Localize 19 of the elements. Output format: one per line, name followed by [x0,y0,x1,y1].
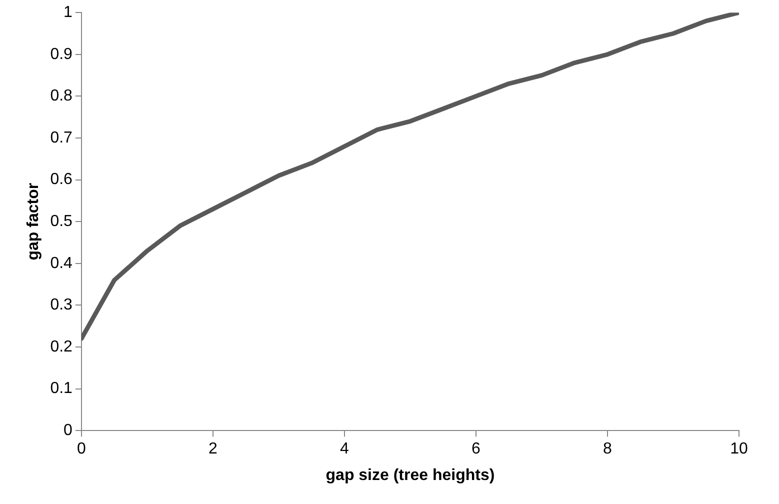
x-tick-label: 2 [208,440,218,458]
y-tick-label: 0.1 [50,380,73,398]
y-tick-label: 0.9 [50,46,73,63]
x-axis-title: gap size (tree heights) [326,466,495,484]
y-tick-label: 0.3 [50,296,73,314]
x-tick-label: 0 [76,440,86,458]
y-tick-label: 0 [64,422,73,440]
y-tick-label: 0.5 [50,213,73,230]
y-tick-label: 0.2 [50,338,73,356]
x-tick-label: 6 [472,440,481,458]
y-tick-label: 0.6 [50,171,73,188]
y-tick-label: 1 [64,4,73,22]
y-tick-label: 0.8 [50,88,73,105]
y-tick-label: 0.7 [50,129,73,146]
x-tick-label: 10 [730,440,748,458]
x-tick-label: 4 [340,440,350,458]
x-tick-label: 8 [603,440,612,458]
y-axis-title: gap factor [25,182,42,260]
y-tick-label: 0.4 [50,254,73,272]
